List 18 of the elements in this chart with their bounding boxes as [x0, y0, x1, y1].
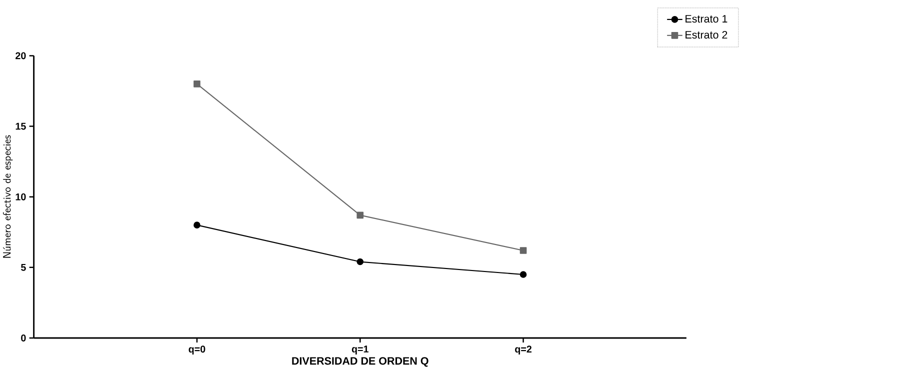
- point: [194, 80, 200, 88]
- point: [194, 222, 200, 229]
- point: [356, 212, 364, 219]
- point: [356, 258, 364, 266]
- x-tick-label: q=1: [352, 346, 368, 355]
- y-axis-title: Número efectivo de especies: [2, 135, 13, 258]
- x-axis-title: DIVERSIDAD DE ORDEN Q: [292, 357, 428, 367]
- point: [520, 247, 527, 254]
- y-tick-label: 10: [16, 194, 26, 200]
- legend-label: Estrato 2: [686, 31, 728, 39]
- y-tick-label: 15: [16, 122, 26, 130]
- x-tick-label: q=0: [188, 346, 206, 355]
- legend-label: Estrato 1: [686, 15, 728, 23]
- point: [520, 271, 527, 278]
- x-tick-label: q=2: [515, 346, 532, 355]
- y-tick-label: 5: [20, 264, 26, 271]
- y-tick-label: 0: [21, 334, 26, 342]
- y-tick-label: 20: [16, 52, 26, 60]
